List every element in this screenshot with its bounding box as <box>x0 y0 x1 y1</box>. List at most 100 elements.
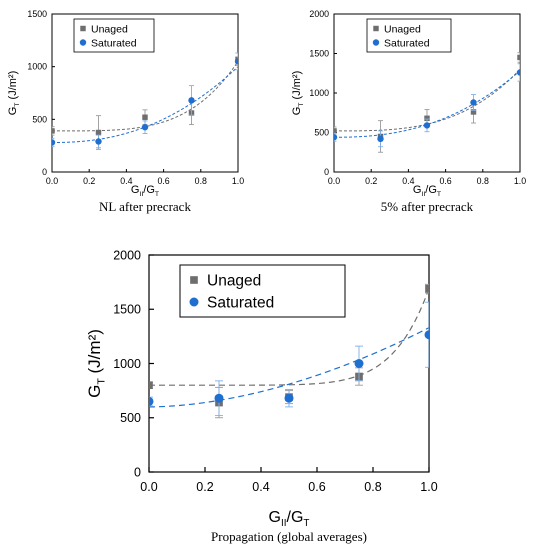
x-tick-label: 0.6 <box>439 176 451 186</box>
y-axis-label: GT (J/m²) <box>7 71 21 116</box>
legend-box <box>73 18 155 53</box>
data-point-unaged <box>334 128 337 134</box>
legend-label: Unaged <box>384 23 421 35</box>
x-axis-label: GII/GT <box>413 184 441 198</box>
y-tick-label: 500 <box>32 114 47 124</box>
data-point-saturated <box>188 97 195 104</box>
x-tick-label: 0.8 <box>477 176 489 186</box>
data-point-unaged <box>470 109 477 115</box>
chart-1: 0.0 0.2 0.4 0.6 0.8 1.0 0 500 1000 1500 Unaged Satu… <box>7 9 244 214</box>
data-point-saturated <box>141 124 149 131</box>
y-tick-label: 500 <box>314 128 329 138</box>
fit-line-saturated <box>149 327 429 408</box>
x-tick-label: 1.0 <box>420 480 437 494</box>
y-tick-label: 1500 <box>113 303 141 317</box>
x-tick-label: 0.2 <box>83 176 95 186</box>
x-axis-label-sub: T <box>303 518 309 529</box>
x-tick-label: 0.0 <box>328 176 340 186</box>
data-point-saturated <box>424 330 429 340</box>
y-tick-label: 0 <box>42 167 47 177</box>
x-tick-label: 0.4 <box>252 480 269 494</box>
data-point-saturated <box>214 393 224 403</box>
data-point-saturated <box>377 135 384 143</box>
x-axis-label-mid: /G <box>143 184 155 196</box>
data-point-saturated <box>354 359 364 368</box>
y-tick-label: 0 <box>324 167 329 177</box>
x-tick-label: 0.6 <box>308 480 325 494</box>
legend-marker <box>189 297 199 307</box>
legend-marker <box>80 25 86 32</box>
legend: Unaged Saturated <box>366 18 452 53</box>
data-point-unaged <box>52 128 55 134</box>
data-point-unaged <box>424 115 430 121</box>
data-point-unaged <box>95 129 102 136</box>
legend-marker <box>79 39 87 46</box>
x-axis-label: GII/GT <box>269 509 310 529</box>
data-point-saturated <box>52 139 56 146</box>
x-axis-label: GII/GT <box>131 184 159 198</box>
legend-label: Saturated <box>91 37 137 49</box>
y-tick-label: 2000 <box>309 9 329 19</box>
x-axis-label-sub: T <box>437 191 441 198</box>
legend-label: Saturated <box>384 37 430 49</box>
y-tick-label: 2000 <box>113 248 141 262</box>
data-point-saturated <box>423 122 431 129</box>
y-tick-label: 500 <box>120 411 141 425</box>
x-axis-label-mid: /G <box>287 509 304 526</box>
chart-2: 0.0 0.2 0.4 0.6 0.8 1.0 0 500 1000 1500 2000 Unaged… <box>291 9 526 214</box>
legend: Unaged Saturated <box>73 18 155 53</box>
y-axis-label-sub: T <box>298 103 305 107</box>
data-point-saturated <box>95 138 102 145</box>
legend-box <box>179 264 346 318</box>
x-tick-label: 1.0 <box>514 176 526 186</box>
x-tick-label: 0.6 <box>157 176 169 186</box>
x-tick-label: 0.4 <box>402 176 414 186</box>
x-tick-label: 0.0 <box>140 480 157 494</box>
data-point-unaged <box>142 114 148 120</box>
data-point-saturated <box>149 396 154 406</box>
legend: Unaged Saturated <box>179 264 346 318</box>
y-axis-label-main: G <box>85 385 104 398</box>
y-axis-label-sub: T <box>14 103 21 107</box>
legend-label: Saturated <box>207 295 274 312</box>
series-saturated <box>52 52 238 149</box>
x-axis-label-main: G <box>269 509 281 526</box>
y-tick-label: 1000 <box>113 357 141 371</box>
x-axis-label-main: G <box>413 184 422 196</box>
y-tick-label: 1000 <box>309 88 329 98</box>
legend-label: Unaged <box>91 23 128 35</box>
x-axis-label-sub: II <box>139 191 143 198</box>
fit-line-unaged <box>334 68 520 132</box>
y-axis-label-main: G <box>7 107 19 116</box>
x-axis-label-sub: II <box>281 518 287 529</box>
x-tick-label: 0.2 <box>196 480 213 494</box>
x-tick-label: 0.4 <box>120 176 132 186</box>
plot-frame <box>51 13 239 173</box>
x-tick-label: 0.8 <box>195 176 207 186</box>
y-axis-label: GT (J/m²) <box>85 329 107 398</box>
x-tick-label: 0.2 <box>365 176 377 186</box>
chart-caption: 5% after precrack <box>381 199 474 214</box>
x-axis-label-sub: II <box>421 191 425 198</box>
fit-line-saturated <box>52 66 238 144</box>
fit-line-unaged <box>52 61 238 132</box>
data-point-saturated <box>284 393 294 403</box>
y-axis-label: GT (J/m²) <box>291 71 305 116</box>
fit-line-saturated <box>334 70 520 138</box>
data-point-saturated <box>516 69 520 76</box>
y-axis-label-sub: T <box>95 378 107 385</box>
data-point-saturated <box>334 134 338 141</box>
data-point-unaged <box>425 284 429 293</box>
x-tick-label: 0.8 <box>364 480 381 494</box>
data-point-saturated <box>234 58 238 65</box>
x-axis-label-mid: /G <box>425 184 437 196</box>
y-axis-label-main: G <box>291 107 303 116</box>
data-point-saturated <box>470 99 477 106</box>
chart-caption: NL after precrack <box>99 199 191 214</box>
y-tick-label: 0 <box>134 465 141 479</box>
series-saturated <box>334 63 520 148</box>
legend-box <box>366 18 452 53</box>
x-axis-label-sub: T <box>155 191 159 198</box>
series-unaged <box>334 52 520 153</box>
